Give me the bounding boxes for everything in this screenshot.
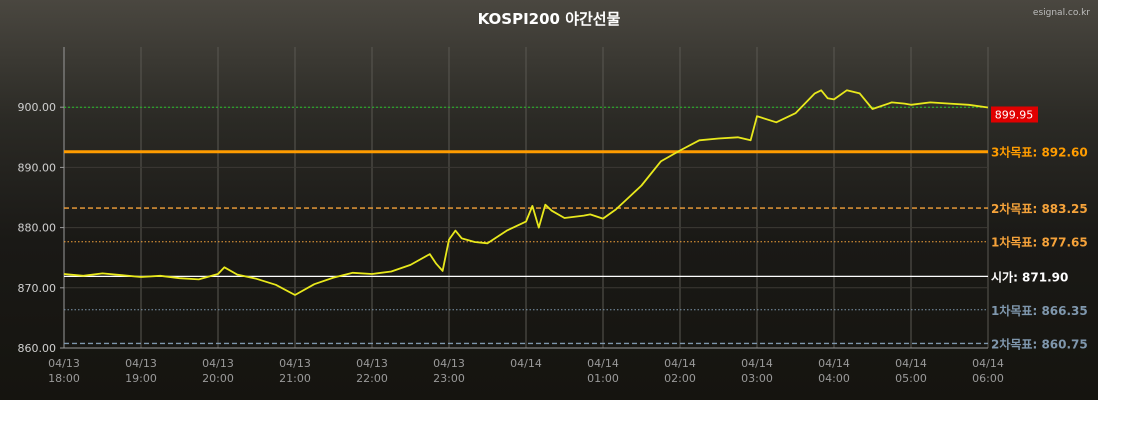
source-watermark: esignal.co.kr xyxy=(1032,8,1090,18)
x-tick-date-label: 04/13 xyxy=(279,357,311,370)
y-tick-label: 860.00 xyxy=(18,342,57,355)
level-label: 시가: 871.90 xyxy=(991,269,1068,284)
x-tick-date-label: 04/13 xyxy=(48,357,80,370)
y-tick-label: 880.00 xyxy=(18,222,57,235)
x-tick-date-label: 04/14 xyxy=(818,357,850,370)
price-line xyxy=(63,89,989,296)
x-tick-date-label: 04/14 xyxy=(972,357,1004,370)
x-tick-time-label: 06:00 xyxy=(972,372,1004,385)
x-tick-time-label: 18:00 xyxy=(48,372,80,385)
level-label: 2차목표: 883.25 xyxy=(991,201,1088,216)
x-tick-date-label: 04/14 xyxy=(741,357,773,370)
y-tick-label: 890.00 xyxy=(18,161,57,174)
x-tick-time-label: 20:00 xyxy=(202,372,234,385)
chart-canvas: 860.00 870.00 880.00 890.00 900.00 04/13 18:00… xyxy=(18,47,1088,385)
last-value-label: 899.95 xyxy=(995,109,1034,122)
x-tick-time-label: 03:00 xyxy=(741,372,773,385)
chart-panel: 860.00 870.00 880.00 890.00 900.00 04/13 18:00… xyxy=(0,0,1098,400)
level-label: 1차목표: 866.35 xyxy=(991,303,1088,318)
x-tick-time-label: 05:00 xyxy=(895,372,927,385)
x-tick-date-label: 04/13 xyxy=(433,357,465,370)
chart-title: KOSPI200 야간선물 xyxy=(477,10,621,28)
x-tick-date-label: 04/13 xyxy=(125,357,157,370)
x-tick-time-label: 04:00 xyxy=(818,372,850,385)
x-tick-date-label: 04/14 xyxy=(895,357,927,370)
level-label: 2차목표: 860.75 xyxy=(991,336,1088,351)
page-background xyxy=(0,400,1145,425)
x-tick-date-label: 04/14 xyxy=(664,357,696,370)
level-label: 1차목표: 877.65 xyxy=(991,235,1088,250)
x-tick-time-label: 22:00 xyxy=(356,372,388,385)
y-tick-label: 870.00 xyxy=(18,282,57,295)
x-tick-date-label: 04/14 xyxy=(510,357,542,370)
level-label: 3차목표: 892.60 xyxy=(991,145,1088,160)
last-value-badge xyxy=(991,106,1038,123)
y-tick-label: 900.00 xyxy=(18,101,57,114)
x-tick-time-label: 02:00 xyxy=(664,372,696,385)
x-tick-time-label: 21:00 xyxy=(279,372,311,385)
x-tick-time-label: 23:00 xyxy=(433,372,465,385)
x-tick-date-label: 04/14 xyxy=(587,357,619,370)
x-tick-date-label: 04/13 xyxy=(356,357,388,370)
x-tick-time-label: 01:00 xyxy=(587,372,619,385)
x-tick-time-label: 19:00 xyxy=(125,372,157,385)
x-tick-date-label: 04/13 xyxy=(202,357,234,370)
